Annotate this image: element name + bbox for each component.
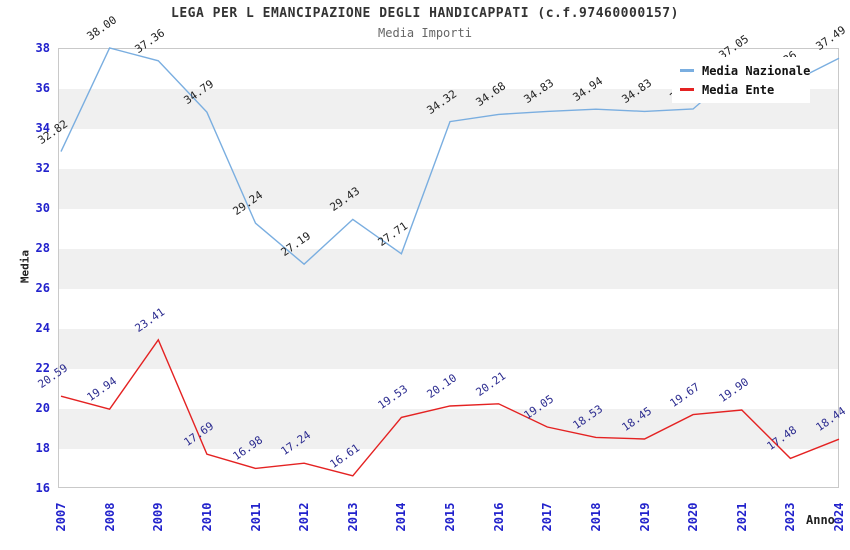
x-tick-2020: 2020 (686, 502, 701, 532)
y-tick-22: 22 (35, 361, 50, 375)
legend: Media Nazionale Media Ente (672, 57, 810, 103)
y-tick-16: 16 (35, 481, 50, 495)
y-tick-34: 34 (35, 121, 50, 135)
y-tick-28: 28 (35, 241, 50, 255)
legend-line-swatch-media-nazionale (680, 69, 694, 72)
y-tick-18: 18 (35, 441, 50, 455)
x-tick-2012: 2012 (297, 502, 312, 532)
x-axis-label: Anno (806, 513, 835, 527)
x-tick-2013: 2013 (345, 502, 360, 532)
x-tick-2018: 2018 (588, 502, 603, 532)
x-tick-2019: 2019 (637, 502, 652, 532)
legend-item-media-nazionale: Media Nazionale (680, 61, 810, 80)
legend-label-media-ente: Media Ente (702, 82, 775, 97)
chart-title: LEGA PER L EMANCIPAZIONE DEGLI HANDICAPP… (171, 6, 679, 21)
legend-line-swatch-media-ente (680, 88, 694, 91)
y-tick-30: 30 (35, 201, 50, 215)
x-tick-2007: 2007 (54, 502, 68, 532)
y-tick-36: 36 (35, 81, 50, 95)
y-tick-24: 24 (35, 321, 50, 335)
x-tick-2021: 2021 (734, 502, 749, 532)
y-tick-20: 20 (35, 401, 50, 415)
x-tick-2017: 2017 (540, 502, 555, 532)
x-tick-2008: 2008 (102, 502, 117, 532)
x-tick-2023: 2023 (783, 502, 798, 532)
x-tick-2015: 2015 (443, 502, 457, 532)
x-tick-2011: 2011 (248, 502, 263, 532)
chart-subtitle: Media Importi (378, 26, 472, 40)
x-tick-2010: 2010 (199, 502, 214, 532)
legend-item-media-ente: Media Ente (680, 80, 802, 99)
x-tick-2014: 2014 (394, 502, 409, 532)
x-tick-2009: 2009 (151, 502, 166, 532)
x-tick-2016: 2016 (491, 502, 506, 532)
y-tick-32: 32 (35, 161, 50, 175)
plot-area (58, 48, 839, 488)
legend-label-media-nazionale: Media Nazionale (702, 63, 811, 78)
y-tick-26: 26 (35, 281, 50, 295)
y-tick-38: 38 (35, 41, 50, 55)
